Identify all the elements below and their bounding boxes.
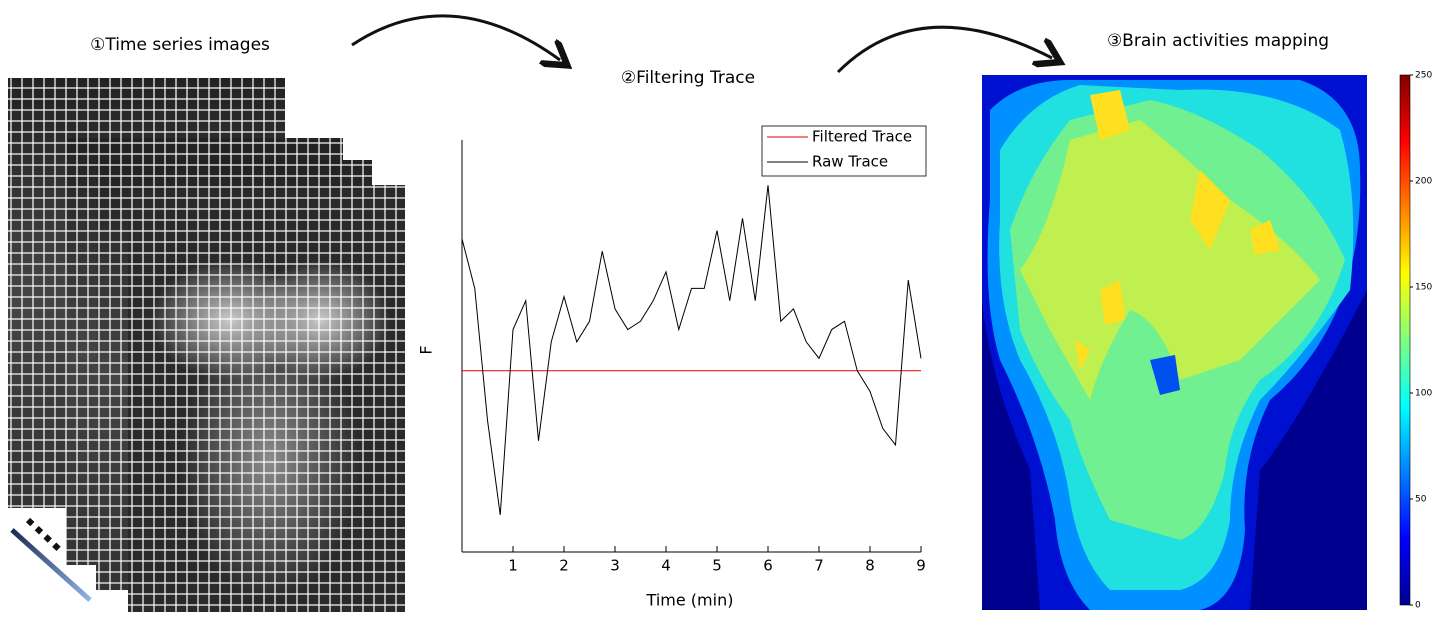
- colorbar-tick-label: 150: [1415, 283, 1432, 293]
- trace-chart: F Time (min): [417, 125, 927, 610]
- colorbar-tick-label: 100: [1415, 389, 1432, 399]
- colorbar-tick-label: 250: [1415, 71, 1432, 81]
- x-tick-label: 7: [814, 557, 824, 575]
- activity-map: [982, 74, 1411, 610]
- step-label: ①Time series images: [90, 35, 270, 55]
- x-axis-label: Time (min): [646, 591, 734, 610]
- x-tick-label: 6: [763, 557, 773, 575]
- y-axis-label: F: [417, 345, 436, 354]
- arrow: [351, 14, 560, 60]
- legend-label: Raw Trace: [812, 153, 888, 171]
- x-tick-label: 3: [610, 557, 620, 575]
- x-tick-label: 9: [916, 557, 926, 575]
- legend-label: Filtered Trace: [812, 128, 912, 146]
- trace-line: [461, 185, 922, 515]
- image-stack: [8, 78, 405, 612]
- colorbar-tick-label: 50: [1415, 495, 1427, 505]
- arrow: [836, 25, 1052, 74]
- step-label: ③Brain activities mapping: [1107, 31, 1329, 51]
- colorbar-tick-label: 0: [1415, 601, 1421, 611]
- x-tick-label: 8: [865, 557, 875, 575]
- x-tick-label: 5: [712, 557, 722, 575]
- x-tick-label: 1: [508, 557, 518, 575]
- legend: [761, 125, 927, 177]
- x-tick-label: 4: [661, 557, 671, 575]
- x-tick-label: 2: [559, 557, 569, 575]
- step-label: ②Filtering Trace: [621, 68, 755, 88]
- colorbar-tick-label: 200: [1415, 177, 1432, 187]
